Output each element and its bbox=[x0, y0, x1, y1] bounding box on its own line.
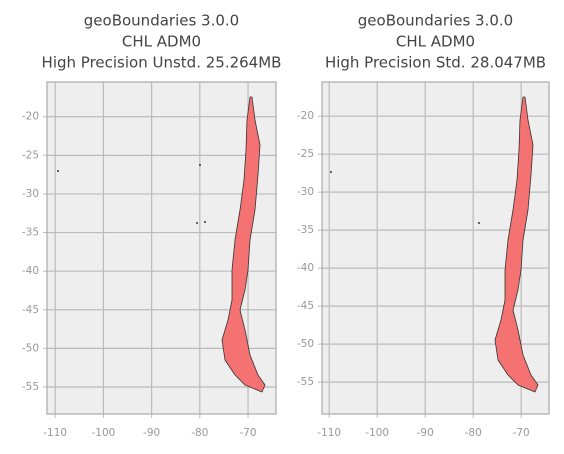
island bbox=[196, 222, 198, 224]
x-tick-label: -80 bbox=[191, 427, 208, 439]
y-tick-label: -35 bbox=[297, 224, 314, 236]
x-tick-label: -110 bbox=[43, 427, 67, 439]
y-tick-label: -55 bbox=[22, 381, 39, 393]
y-tick-label: -25 bbox=[22, 149, 39, 161]
panel-title: geoBoundaries 3.0.0 bbox=[358, 12, 513, 30]
panel-title: CHL ADM0 bbox=[122, 33, 201, 51]
y-tick-label: -20 bbox=[297, 110, 314, 122]
x-tick-label: -70 bbox=[239, 427, 256, 439]
y-tick-label: -30 bbox=[297, 186, 314, 198]
x-tick-label: -100 bbox=[91, 427, 115, 439]
y-tick-label: -40 bbox=[297, 262, 314, 274]
y-tick-label: -20 bbox=[22, 111, 39, 123]
y-tick-label: -45 bbox=[22, 304, 39, 316]
panel-title: High Precision Unstd. 25.264MB bbox=[42, 54, 282, 72]
y-tick-label: -35 bbox=[22, 227, 39, 239]
y-tick-label: -45 bbox=[297, 300, 314, 312]
x-tick-label: -70 bbox=[513, 427, 530, 439]
x-tick-label: -90 bbox=[143, 427, 160, 439]
panel-title: High Precision Std. 28.047MB bbox=[325, 54, 546, 72]
y-tick-label: -55 bbox=[297, 376, 314, 388]
plot-frame bbox=[46, 81, 277, 415]
y-tick-label: -50 bbox=[22, 342, 39, 354]
x-tick-label: -80 bbox=[465, 427, 482, 439]
island bbox=[204, 221, 206, 223]
panel-title: geoBoundaries 3.0.0 bbox=[84, 12, 239, 30]
island bbox=[330, 171, 332, 173]
y-tick-label: -30 bbox=[22, 188, 39, 200]
island bbox=[199, 164, 201, 166]
plot-frame bbox=[321, 81, 550, 415]
x-tick-label: -100 bbox=[365, 427, 389, 439]
y-tick-label: -40 bbox=[22, 265, 39, 277]
x-tick-label: -90 bbox=[417, 427, 434, 439]
x-tick-label: -110 bbox=[317, 427, 341, 439]
island bbox=[57, 170, 59, 172]
y-tick-label: -50 bbox=[297, 338, 314, 350]
y-tick-label: -25 bbox=[297, 148, 314, 160]
island bbox=[478, 222, 480, 224]
panel-title: CHL ADM0 bbox=[396, 33, 475, 51]
